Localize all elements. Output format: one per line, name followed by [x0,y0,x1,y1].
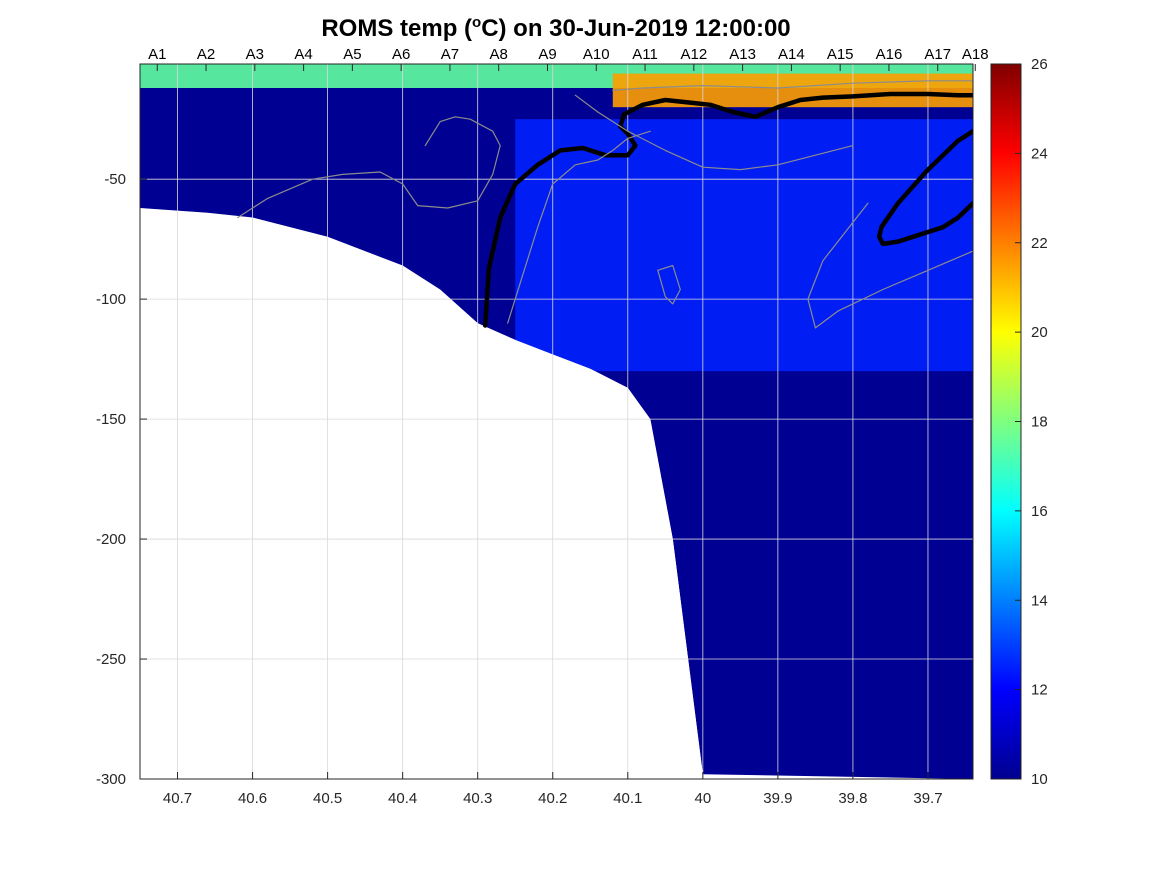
contour-thin-2 [612,80,973,92]
y-tick-label: -300 [96,771,126,788]
x-tick-label: 40 [694,790,711,807]
colorbar-tick-label: 14 [1031,592,1048,609]
colorbar-tick-label: 22 [1031,235,1048,252]
contour-thin-6 [807,202,973,329]
station-label-a17: A17 [924,46,951,63]
station-label-a1: A1 [148,46,166,63]
grid-lines [140,64,973,779]
station-label-a13: A13 [729,46,756,63]
temperature-field [140,64,973,779]
contour-bold-1 [876,128,973,247]
x-tick-label: 39.7 [913,790,942,807]
isotherm-contours [237,80,973,329]
seabed [140,207,703,779]
colorbar-tick-label: 18 [1031,414,1048,431]
chart-title: ROMS temp (oC) on 30-Jun-2019 12:00:00 [321,14,790,42]
x-tick-label: 40.7 [163,790,192,807]
station-label-a5: A5 [343,46,361,63]
x-tick-label: 40.3 [463,790,492,807]
station-label-a10: A10 [583,46,610,63]
contour-thin-3 [237,116,501,219]
station-label-a18: A18 [962,46,989,63]
y-tick-label: -50 [104,171,126,188]
colorbar-tick-label: 20 [1031,324,1048,341]
x-tick-label: 39.9 [763,790,792,807]
temperature-band-3 [515,119,973,372]
y-tick-label: -150 [96,411,126,428]
station-label-a4: A4 [294,46,312,63]
x-tick-label: 40.6 [238,790,267,807]
station-label-a2: A2 [197,46,215,63]
colorbar-tick-label: 12 [1031,682,1048,699]
contour-thin-5 [657,264,681,305]
contour-thin-4 [507,130,651,324]
station-label-a15: A15 [827,46,854,63]
station-label-a12: A12 [680,46,707,63]
colorbar-tick-label: 16 [1031,503,1048,520]
station-label-a3: A3 [246,46,264,63]
plot-area [139,63,974,780]
x-tick-label: 40.5 [313,790,342,807]
y-tick-label: -250 [96,651,126,668]
station-label-a14: A14 [778,46,805,63]
station-label-a6: A6 [392,46,410,63]
contour-thin-7 [574,94,854,171]
contour-bold-0 [482,91,973,328]
colorbar: 10 12 14 16 18 20 22 24 26 [990,56,1048,788]
colorbar-tick-label: 24 [1031,145,1048,162]
y-tick-label: -100 [96,291,126,308]
station-labels: A1 A2 A3 A4 A5 A6 A7 A8 A9 A10 A11 A12 A13 A14 A15 A16 A… [148,46,989,71]
y-tick-label: -200 [96,531,126,548]
station-label-a16: A16 [876,46,903,63]
y-axis-ticks: -300 -250 -200 -150 -100 -50 [96,171,147,788]
x-tick-label: 40.2 [538,790,567,807]
station-label-a11: A11 [632,46,658,63]
station-label-a9: A9 [538,46,556,63]
x-axis-ticks: 40.7 40.6 40.5 40.4 40.3 40.2 40.1 40 39.9 39.8 39… [163,772,943,807]
colorbar-tick-label: 26 [1031,56,1048,73]
x-tick-label: 40.1 [613,790,642,807]
station-label-a7: A7 [441,46,459,63]
x-tick-label: 39.8 [838,790,867,807]
x-tick-label: 40.4 [388,790,417,807]
colorbar-tick-label: 10 [1031,771,1048,788]
plot-frame [139,63,974,780]
colorbar-ticks: 10 12 14 16 18 20 22 24 26 [1015,56,1048,788]
station-label-a8: A8 [490,46,508,63]
